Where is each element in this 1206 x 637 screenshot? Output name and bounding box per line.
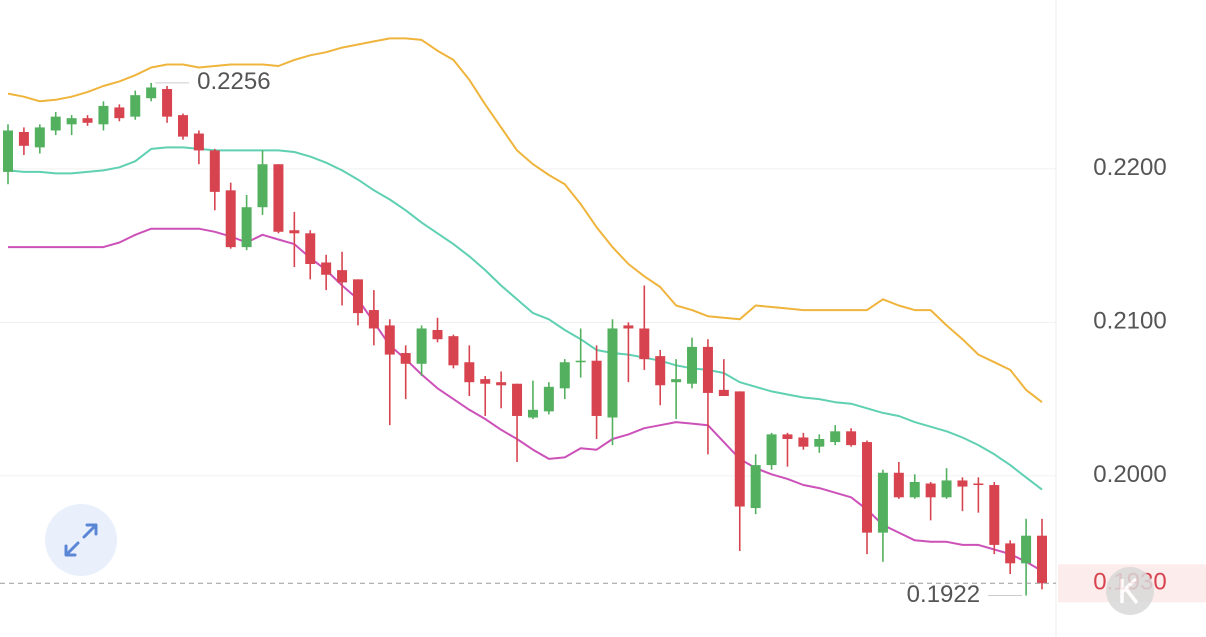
candle-body xyxy=(273,164,284,232)
candle-body xyxy=(177,115,188,137)
candle-body xyxy=(973,483,984,486)
y-tick-label: 0.2000 xyxy=(1093,461,1166,488)
candle-body xyxy=(305,233,316,265)
low-label: 0.1922 xyxy=(907,581,980,608)
candle-body xyxy=(941,480,952,498)
candle-body xyxy=(209,150,220,192)
watermark-circle xyxy=(1106,567,1154,615)
candle-body xyxy=(3,130,13,172)
candle-body xyxy=(464,362,475,383)
candle-body xyxy=(718,389,729,397)
candle-body xyxy=(193,133,204,151)
candle-body xyxy=(909,481,920,498)
y-tick-label: 0.2100 xyxy=(1093,308,1166,335)
candle-body xyxy=(432,330,443,340)
expand-icon[interactable] xyxy=(64,523,98,557)
candle-body xyxy=(448,336,459,366)
candle-body xyxy=(925,483,936,498)
candle-body xyxy=(607,328,618,418)
candle-body xyxy=(368,310,379,329)
candle-body xyxy=(734,391,745,507)
candle-body xyxy=(957,480,968,487)
candle-body xyxy=(862,442,873,533)
candle-body xyxy=(639,328,650,360)
candle-body xyxy=(18,132,29,146)
plot-area: 0.2256 0.1922 xyxy=(0,37,1056,608)
candle-body xyxy=(225,190,236,248)
candle-body xyxy=(384,325,395,355)
candle-body xyxy=(575,360,586,363)
candle-body xyxy=(846,431,857,446)
candle-body xyxy=(162,89,173,117)
candle-body xyxy=(877,472,888,533)
candle-body xyxy=(146,87,157,99)
candle-body xyxy=(130,95,141,117)
candle-body xyxy=(114,107,125,119)
candle-body xyxy=(321,262,332,275)
candle-body xyxy=(671,379,682,383)
watermark-k xyxy=(1120,577,1139,605)
candle-body xyxy=(480,379,491,384)
expand-button[interactable] xyxy=(45,504,117,576)
candle-body xyxy=(1005,543,1016,564)
candle-body xyxy=(989,485,1000,545)
candle-body xyxy=(750,465,761,509)
candle-body xyxy=(416,328,427,364)
candle-body xyxy=(559,362,570,389)
candle-body xyxy=(543,386,554,412)
candle-body xyxy=(766,434,777,466)
candle-body xyxy=(687,346,698,384)
candle-body xyxy=(289,230,300,234)
candle-body xyxy=(400,353,411,364)
candle-body xyxy=(257,164,268,208)
candle-body xyxy=(655,356,666,386)
candle-body xyxy=(1037,535,1047,584)
y-tick-label: 0.2200 xyxy=(1093,154,1166,181)
candle-body xyxy=(527,409,538,418)
band-line xyxy=(7,37,1043,403)
candle-body xyxy=(782,434,793,439)
candle-body xyxy=(82,118,93,123)
band-line xyxy=(7,146,1043,491)
candle-body xyxy=(66,118,77,125)
candle-body xyxy=(337,270,348,283)
high-label: 0.2256 xyxy=(197,68,270,95)
candle-body xyxy=(798,437,809,447)
candle-body xyxy=(1021,535,1032,564)
candle-body xyxy=(241,207,252,248)
candle-body xyxy=(893,472,904,498)
candle-body xyxy=(702,346,713,393)
candle-body xyxy=(830,431,841,443)
candle-body xyxy=(352,279,363,314)
candle-body xyxy=(512,383,523,416)
candle-body xyxy=(814,438,825,447)
expand-button-bg[interactable] xyxy=(45,504,117,576)
candle-body xyxy=(98,105,109,125)
candle-body xyxy=(34,127,45,148)
watermark xyxy=(1106,567,1154,615)
candle-body xyxy=(496,382,507,386)
candle-body xyxy=(50,116,61,131)
candle-body xyxy=(623,325,634,329)
candle-body xyxy=(591,360,602,416)
